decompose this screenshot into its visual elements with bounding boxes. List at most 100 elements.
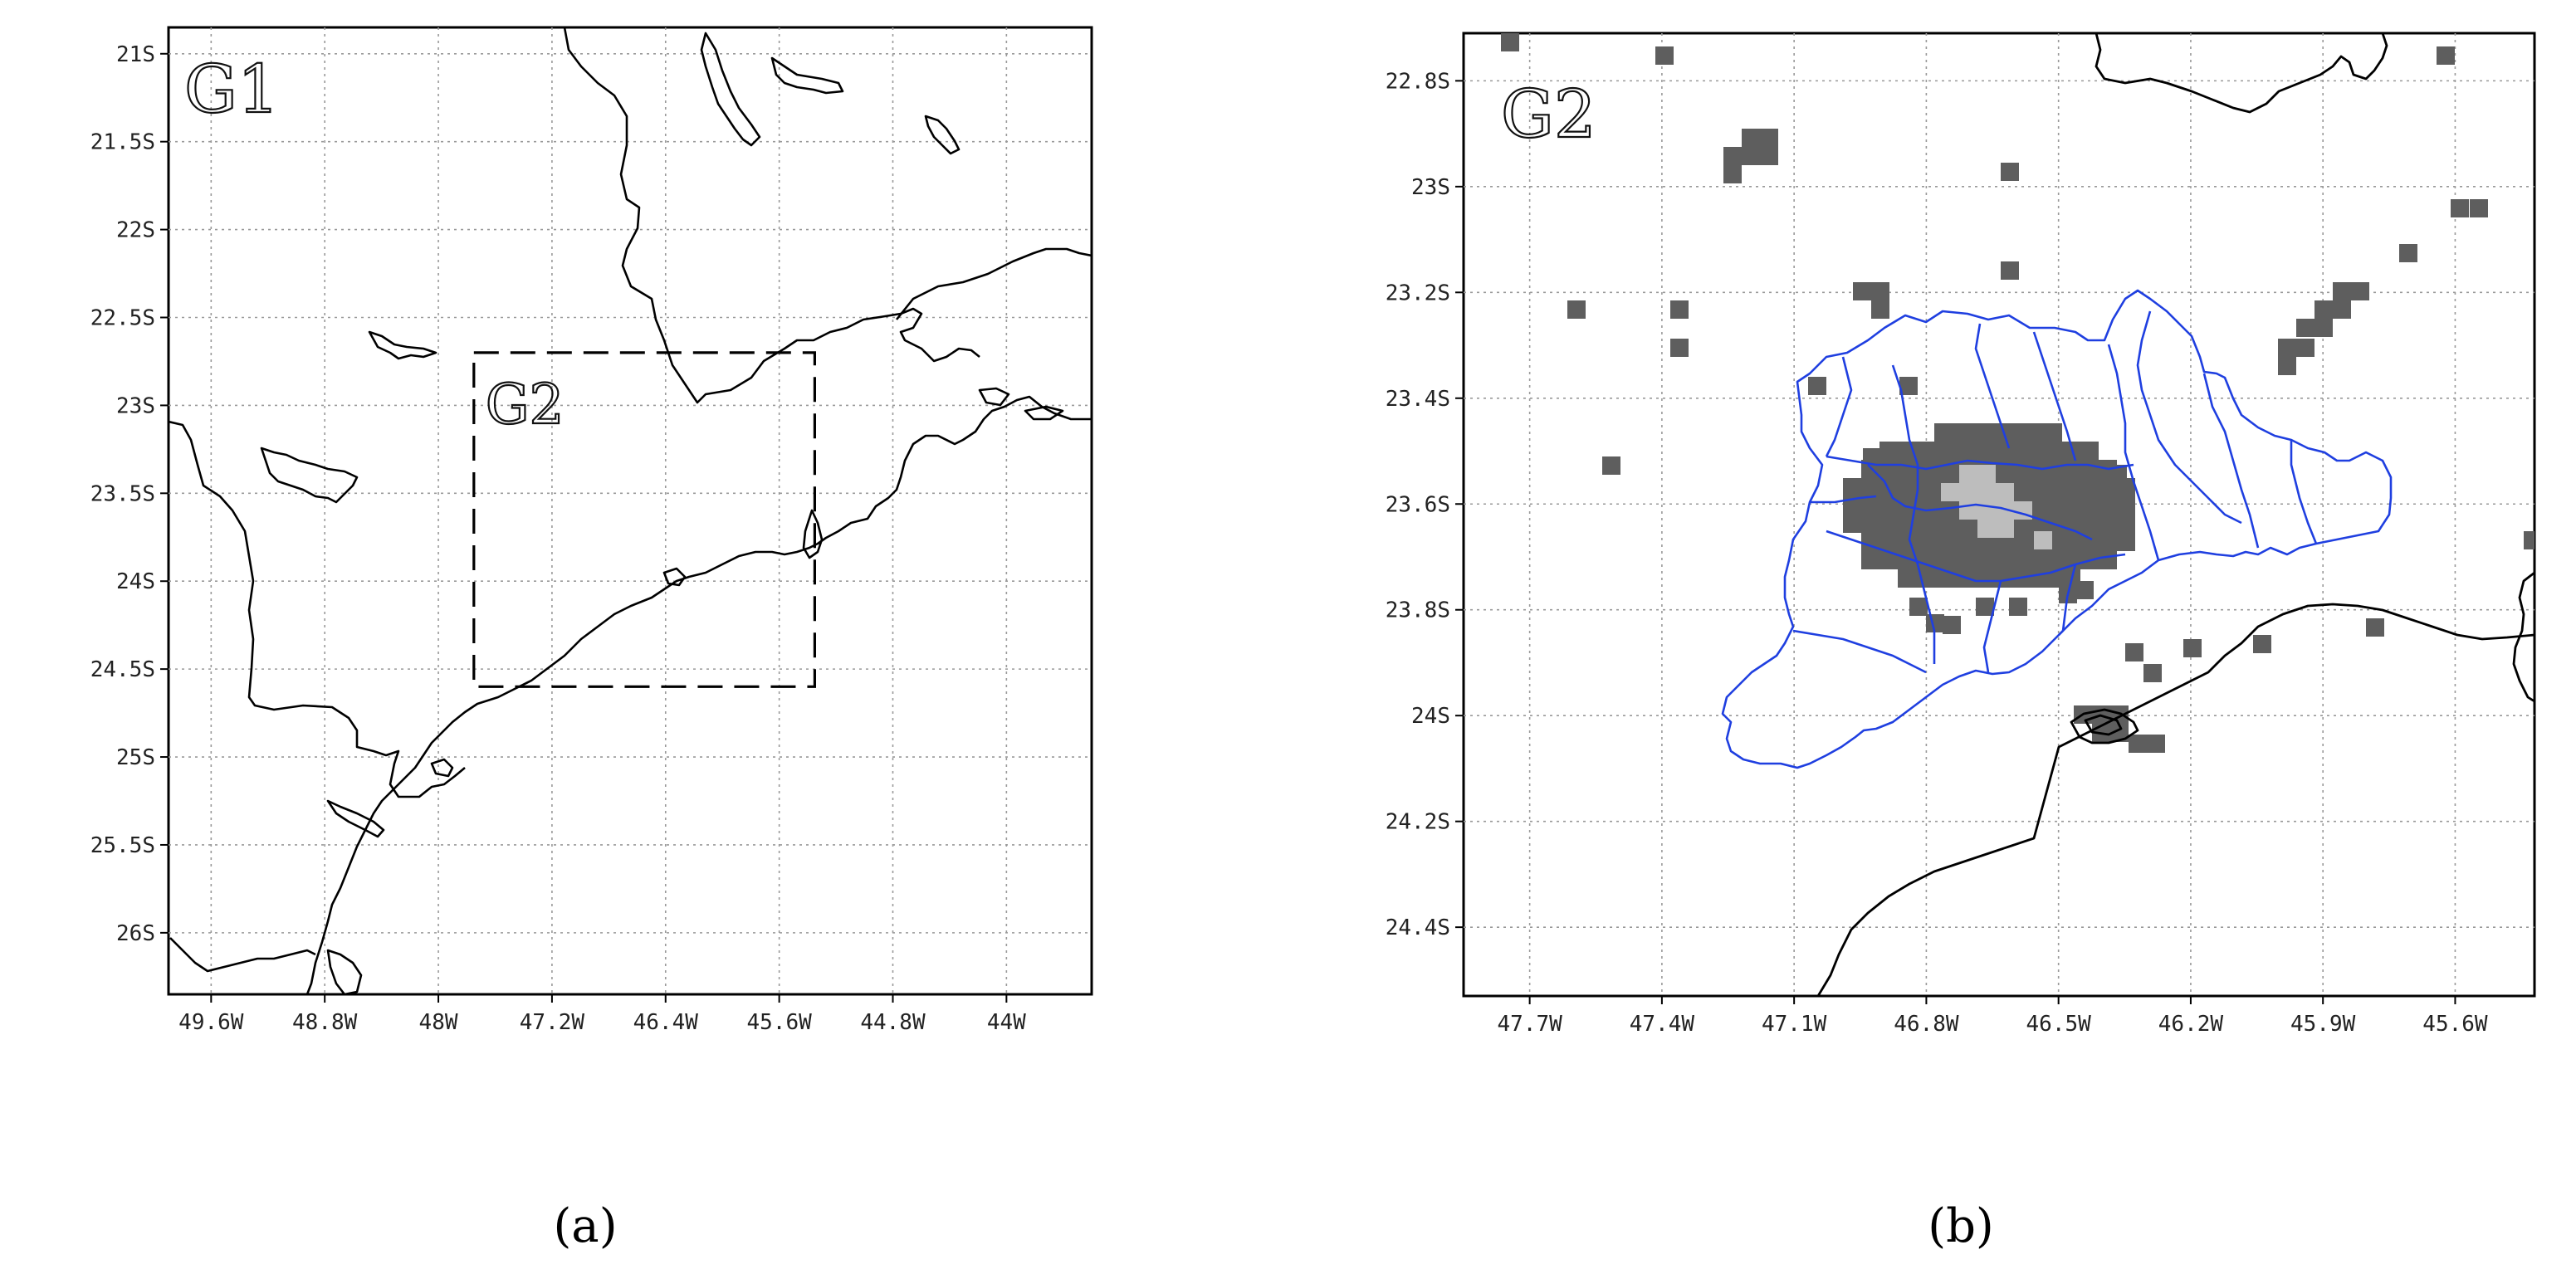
urban-cell <box>2117 515 2135 533</box>
urban-cell <box>1898 569 1916 588</box>
urban-cell <box>1879 442 1898 460</box>
urban-cell <box>2062 442 2080 460</box>
urban-cell <box>2333 282 2351 300</box>
panel-b-inner-boundary-11 <box>1825 356 1853 457</box>
urban-cell <box>1934 569 1953 588</box>
y-tick-label: 23.5S <box>90 481 155 506</box>
urban-cell <box>1898 460 1916 478</box>
panel-b-inner-boundary-3 <box>1974 323 2011 449</box>
urban-cell <box>2007 423 2026 442</box>
panel-a-lake-north <box>700 32 761 147</box>
urban-cell <box>2026 460 2044 478</box>
urban-cell <box>2314 300 2333 319</box>
urban-cell <box>2253 635 2271 653</box>
panel-a-state-border-north <box>563 27 980 404</box>
urban-cell <box>2524 531 2534 549</box>
urban-cell <box>1899 377 1918 395</box>
urban-cell <box>1655 46 1674 65</box>
panel-b-axis-ticks: 47.7W 47.4W 47.1W 46.8W 46.5W 46.2W 45.9W 45.6W… <box>1386 69 2488 1037</box>
urban-core-cell <box>1941 483 1959 501</box>
y-tick-label: 22.8S <box>1386 69 1450 94</box>
panel-a-lake-north2 <box>770 56 844 95</box>
panel-b-inner-boundary-5 <box>2107 344 2160 561</box>
panel-a-island-bay <box>662 567 687 587</box>
urban-cell <box>1567 300 1586 319</box>
panel-a-map: G1 G2 49.6W 48.8W 48W 47.2W 46.4W 45.6W 44.8W 4… <box>90 26 1093 1035</box>
panel-b-map-label: G2 <box>1501 76 1596 153</box>
urban-cell <box>2026 551 2044 569</box>
urban-core-cell <box>1996 520 2014 538</box>
urban-cell <box>2278 357 2296 375</box>
panel-a-island-far-east <box>1024 405 1064 421</box>
panel-a-inset-box <box>472 351 816 688</box>
urban-cell <box>2314 319 2333 337</box>
urban-cell <box>1843 515 1861 533</box>
urban-cell <box>1971 423 1989 442</box>
urban-cell <box>1971 551 1989 569</box>
urban-cell <box>2062 460 2080 478</box>
urban-core-cell <box>1959 465 1977 483</box>
urban-core-cell <box>1977 465 1996 483</box>
urban-cell <box>1934 460 1953 478</box>
urban-cell <box>1916 533 1934 551</box>
urban-cell <box>1971 442 1989 460</box>
panel-b-coastline-north <box>2095 33 2388 114</box>
urban-cell <box>2296 339 2314 357</box>
urban-cell <box>2117 496 2135 515</box>
panel-a-lake-northwest <box>368 330 437 360</box>
panel-a-frame <box>167 26 1093 996</box>
urban-cell <box>1953 423 1971 442</box>
y-tick-label: 26S <box>116 921 155 946</box>
panel-b-urban-landuse-cells <box>1501 33 2534 753</box>
panel-a-island-east <box>802 509 824 559</box>
urban-cell <box>1742 147 1760 165</box>
urban-cell <box>2062 533 2080 551</box>
urban-cell <box>2001 261 2019 280</box>
urban-cell <box>1971 569 1989 588</box>
panel-a-coastline <box>306 395 1092 994</box>
urban-cell <box>1953 533 1971 551</box>
urban-cell <box>1916 478 1934 496</box>
panel-b-municipal-boundaries <box>1721 289 2393 769</box>
x-tick-label: 44.8W <box>860 1010 926 1035</box>
urban-cell <box>1670 339 1689 357</box>
x-tick-label: 46.8W <box>1894 1012 1959 1037</box>
panel-b-inner-boundary-12 <box>1982 580 2002 673</box>
y-tick-label: 23.8S <box>1386 598 1450 623</box>
panel-b-inner-boundary-13 <box>2058 564 2077 636</box>
x-tick-label: 47.4W <box>1630 1012 1695 1037</box>
urban-cell <box>1934 533 1953 551</box>
y-tick-label: 25S <box>116 745 155 770</box>
urban-core-cell <box>1977 483 1996 501</box>
urban-cell <box>1760 129 1778 147</box>
urban-cell <box>1909 598 1928 616</box>
panel-b-inner-boundary-14 <box>2136 310 2242 525</box>
x-tick-label: 45.6W <box>746 1010 812 1035</box>
urban-core-cell <box>1977 501 1996 520</box>
panel-a-state-border-east <box>895 247 1092 320</box>
urban-cell <box>2147 735 2165 753</box>
panel-b-metro-outer-boundary <box>1721 289 2393 769</box>
urban-cell <box>2007 551 2026 569</box>
urban-cell <box>2007 442 2026 460</box>
panel-b-inner-boundary-1 <box>1826 455 2134 471</box>
urban-core-cell <box>1996 501 2014 520</box>
urban-cell <box>1934 423 1953 442</box>
y-tick-label: 24.2S <box>1386 810 1450 835</box>
urban-cell <box>2044 460 2062 478</box>
panel-a-gridlines <box>169 27 1092 994</box>
x-tick-label: 46.4W <box>633 1010 699 1035</box>
urban-cell <box>2001 163 2019 181</box>
panel-a-island-southwest <box>326 949 363 994</box>
urban-cell <box>1934 442 1953 460</box>
urban-cell <box>2143 664 2162 682</box>
y-tick-label: 23.4S <box>1386 387 1450 412</box>
panel-b-estuary-inner <box>2084 714 2123 736</box>
panel-b-island-estuary <box>2070 708 2139 744</box>
x-tick-label: 47.7W <box>1497 1012 1562 1037</box>
urban-core-cell <box>1996 483 2014 501</box>
urban-cell <box>2399 244 2417 262</box>
urban-cell <box>1723 165 1742 183</box>
urban-cell <box>1989 569 2007 588</box>
urban-cell <box>2117 533 2135 551</box>
